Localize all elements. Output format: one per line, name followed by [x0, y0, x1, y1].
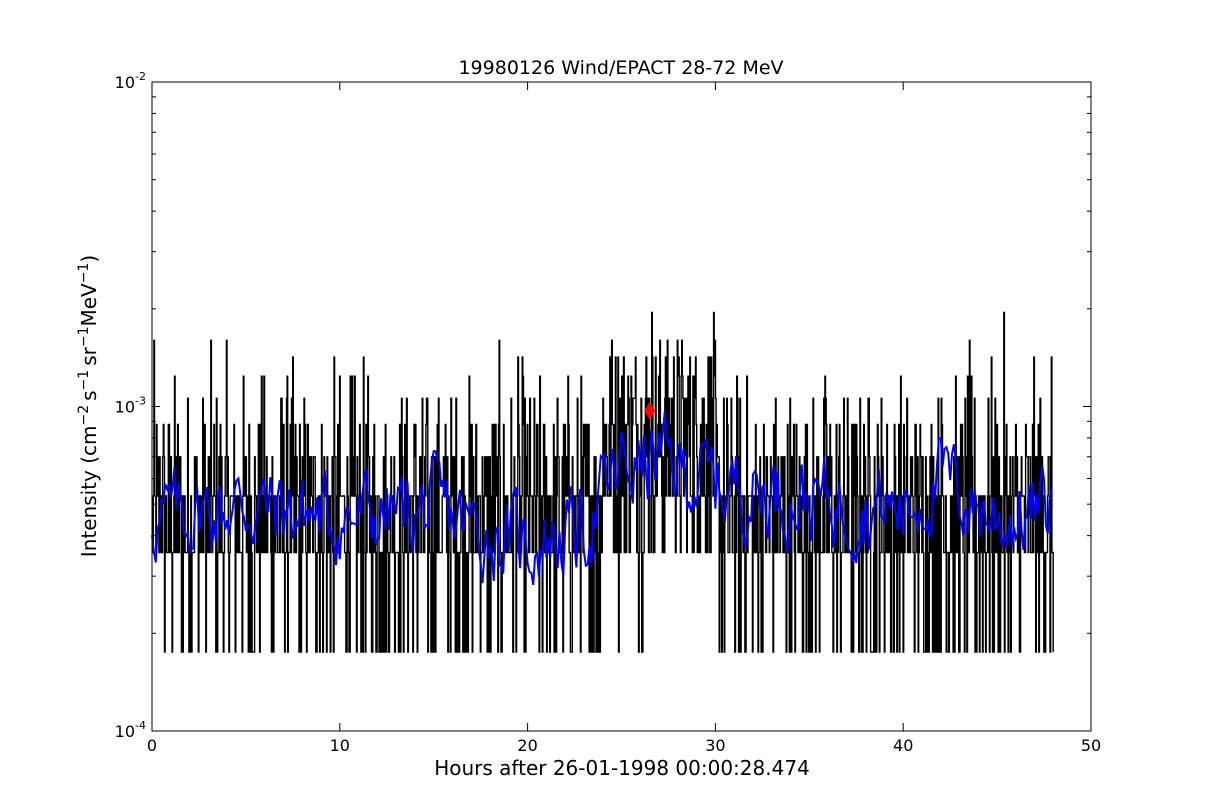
x-tick-label: 0: [147, 736, 157, 755]
y-label-sr-exp: −1: [76, 327, 92, 348]
y-label-sr: sr: [77, 346, 101, 365]
y-tick-label: 10-3: [115, 395, 146, 417]
event-marker: [644, 401, 656, 420]
y-axis-label: Intensity (cm−2s−1sr−1MeV−1): [76, 255, 101, 557]
y-label-prefix: Intensity (cm: [77, 426, 101, 558]
y-label-s-exp: −1: [76, 370, 92, 391]
axes-frame: [151, 81, 1092, 732]
x-tick-label: 40: [893, 736, 913, 755]
y-label-mev: MeV: [77, 283, 101, 327]
y-label-mev-exp: −1: [76, 263, 92, 284]
x-tick-label: 50: [1081, 736, 1101, 755]
plot-area: [151, 311, 1054, 653]
svg-text:Intensity (cm−2s−1sr−1MeV−1): Intensity (cm−2s−1sr−1MeV−1): [76, 255, 101, 557]
y-tick-label: 10-4: [115, 719, 146, 741]
y-label-cm-exp: −2: [76, 405, 92, 426]
y-label-suffix: ): [77, 255, 101, 263]
x-tick-label: 20: [517, 736, 537, 755]
x-axis-label: Hours after 26-01-1998 00:00:28.474: [434, 756, 810, 780]
smoothed-intensity-line: [151, 411, 1053, 585]
x-tick-label: 10: [330, 736, 350, 755]
chart-title: 19980126 Wind/EPACT 28-72 MeV: [458, 57, 783, 79]
y-label-s: s: [77, 390, 101, 400]
raw-intensity-line: [151, 311, 1054, 653]
x-tick-label: 30: [705, 736, 725, 755]
y-tick-label: 10-2: [115, 70, 146, 92]
